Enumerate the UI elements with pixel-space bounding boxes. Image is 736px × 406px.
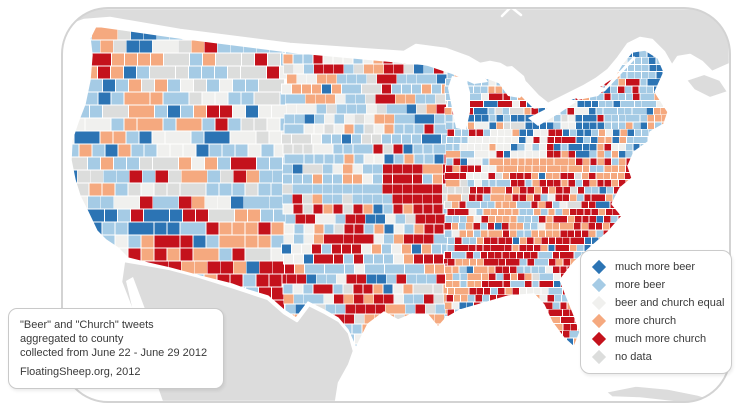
legend-item-much-more-beer: much more beer [590,258,722,276]
canada-silhouette [62,8,730,106]
legend-swatch-no-data [591,349,607,365]
legend-item-much-more-church: much more church [590,330,722,348]
legend-swatch-more-beer [591,277,607,293]
map-legend: much more beer more beer beer and church… [580,250,732,374]
canada-river-mark [500,8,523,18]
annotation-line: "Beer" and "Church" tweets [20,319,154,331]
legend-swatch-more-church [591,313,607,329]
legend-swatch-equal [591,295,607,311]
nova-scotia-silhouette [684,72,730,100]
legend-swatch-much-more-beer [591,259,607,275]
annotation-source: FloatingSheep.org, 2012 [20,366,141,378]
legend-label: more beer [615,279,666,291]
legend-label: much more beer [615,261,696,273]
annotation-line: collected from June 22 - June 29 2012 [20,347,208,359]
us-outline [70,25,669,349]
legend-label: much more church [615,333,707,345]
annotation-line: aggregated to county [20,333,124,345]
st-lawrence-river [602,56,636,92]
legend-item-more-beer: more beer [590,276,722,294]
legend-label: no data [615,351,652,363]
legend-swatch-much-more-church [591,331,607,347]
legend-label: more church [615,315,677,327]
legend-item-more-church: more church [590,312,722,330]
legend-item-equal: beer and church equal [590,294,725,312]
annotation-box: "Beer" and "Church" tweets aggregated to… [8,308,224,389]
legend-label: beer and church equal [615,297,725,309]
legend-item-no-data: no data [590,348,722,366]
frame-border [61,7,731,403]
